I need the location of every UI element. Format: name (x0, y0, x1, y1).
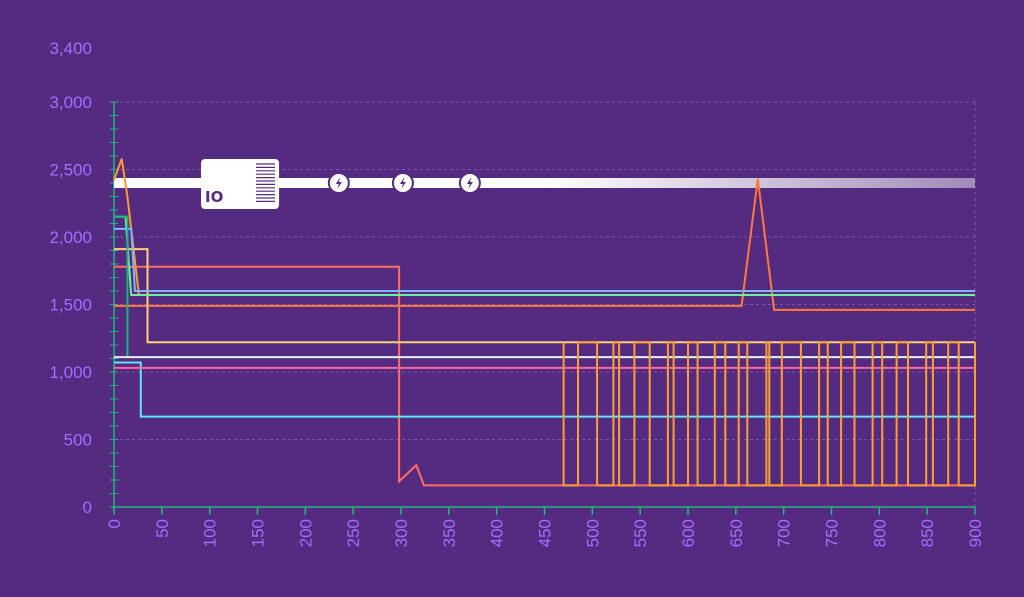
series-line-7 (114, 361, 975, 418)
lightning-bolt-icon (327, 172, 350, 194)
y-tick-label: 1,000 (49, 363, 92, 382)
series-line-6 (114, 215, 975, 359)
x-tick-label: 550 (631, 519, 650, 547)
x-tick-label: 50 (153, 519, 172, 538)
x-tick-label: 750 (823, 519, 842, 547)
x-tick-label: 100 (201, 519, 220, 547)
y-tick-label: 500 (64, 431, 92, 450)
series-group (113, 158, 976, 487)
y-tick-label: 0 (83, 498, 92, 517)
x-tick-label: 450 (536, 519, 555, 547)
io-track-bar (114, 178, 975, 188)
series-line-4 (114, 227, 975, 292)
series-line-5 (114, 215, 975, 296)
y-tick-label: 3,400 (49, 39, 92, 58)
lightning-bolt-icon (391, 172, 414, 194)
series-line-0 (114, 265, 975, 487)
x-tick-label: 250 (344, 519, 363, 547)
x-tick-label: 500 (583, 519, 602, 547)
x-tick-label: 800 (870, 519, 889, 547)
x-tick-label: 300 (392, 519, 411, 547)
series-line-2 (114, 178, 975, 311)
io-label: IO (205, 188, 223, 206)
x-tick-label: 400 (488, 519, 507, 547)
x-tick-label: 350 (440, 519, 459, 547)
pulse-series-line (562, 341, 976, 487)
x-tick-label: 700 (775, 519, 794, 547)
x-tick-label: 0 (105, 519, 124, 528)
y-tick-label: 2,500 (49, 161, 92, 180)
y-tick-label: 3,000 (49, 93, 92, 112)
x-tick-label: 650 (727, 519, 746, 547)
x-tick-label: 900 (966, 519, 985, 547)
x-tick-label: 200 (296, 519, 315, 547)
tick-labels: 0 500 1,000 1,500 2,000 2,500 3,000 3,400 0 50 100… (49, 39, 985, 547)
y-tick-label: 2,000 (49, 228, 92, 247)
io-chip-icon: IO (201, 159, 280, 209)
y-tick-label: 1,500 (49, 296, 92, 315)
x-tick-label: 600 (679, 519, 698, 547)
x-tick-label: 150 (249, 519, 268, 547)
x-tick-label: 850 (918, 519, 937, 547)
lightning-bolt-icon (458, 172, 481, 194)
io-track: IO (114, 159, 975, 209)
